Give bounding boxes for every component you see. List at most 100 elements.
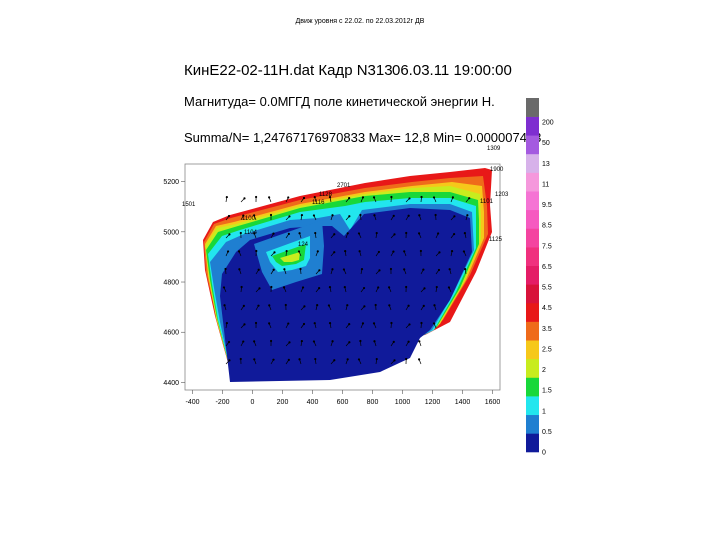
colorbar-label: 0.5 (542, 429, 552, 436)
flow-arrow (375, 286, 380, 293)
colorbar-label: 0 (542, 450, 546, 457)
flow-arrow (268, 322, 272, 329)
x-tick-label: 1000 (395, 399, 411, 406)
station-label: 1501 (182, 202, 196, 208)
flow-arrow (357, 232, 362, 239)
flow-arrow (405, 340, 410, 347)
flow-arrow (375, 250, 381, 257)
flow-arrow (405, 357, 408, 365)
flow-arrow (357, 358, 362, 365)
flow-arrow (315, 250, 319, 257)
contour-regions (203, 168, 492, 382)
field-name-label: ГГД поле кинетической энергии Н. (288, 94, 495, 109)
colorbar-label: 7.5 (542, 243, 552, 250)
colorbar-label: 2.5 (542, 346, 552, 353)
flow-arrow (420, 195, 423, 203)
colorbar-swatch (526, 284, 539, 304)
flow-arrow (345, 358, 349, 365)
colorbar-swatch (526, 340, 539, 360)
flow-arrows (222, 195, 471, 365)
flow-arrow (435, 285, 438, 293)
flow-arrow (285, 341, 291, 347)
flow-arrow (463, 232, 467, 239)
station-label: 2701 (337, 183, 351, 189)
flow-arrow (268, 196, 272, 203)
colorbar-label: 6.5 (542, 264, 552, 271)
flow-arrow (255, 249, 258, 257)
flow-arrow (418, 214, 422, 221)
flow-arrow (240, 285, 243, 293)
flow-arrow (300, 286, 305, 293)
flow-arrow (360, 286, 366, 293)
flow-arrow (330, 233, 336, 239)
flow-arrow (269, 213, 273, 221)
flow-arrow (405, 214, 410, 221)
flow-arrow (375, 231, 378, 239)
flow-arrow (432, 196, 437, 203)
colorbar-swatch (526, 153, 539, 173)
colorbar-label: 5.5 (542, 285, 552, 292)
station-label: 1309 (487, 146, 501, 152)
flow-arrow (282, 286, 287, 293)
y-tick-label: 4600 (163, 330, 179, 337)
x-tick-label: 1200 (425, 399, 441, 406)
flow-arrow (435, 268, 441, 275)
flow-arrow (390, 195, 393, 203)
station-label: 1203 (495, 192, 509, 198)
flow-arrow (312, 340, 317, 347)
flow-arrow (315, 287, 321, 293)
colorbar-swatch (526, 98, 539, 117)
flow-arrow (343, 286, 347, 293)
flow-arrow (313, 322, 317, 329)
flow-arrow (360, 305, 366, 311)
contour-inner-yellow (280, 252, 300, 262)
colorbar-swatch (526, 116, 539, 136)
colorbar-label: 11 (542, 181, 549, 188)
flow-arrow (419, 249, 422, 257)
flow-arrow (270, 358, 275, 365)
station-label: 124 (298, 242, 309, 248)
flow-arrow (297, 250, 302, 257)
file-name-label: КинЕ22-02-11Н.dat Кадр N313 (184, 62, 393, 79)
flow-arrow (225, 233, 231, 239)
x-tick-label: -400 (185, 399, 199, 406)
flow-arrow (222, 286, 227, 293)
flow-arrow (390, 250, 395, 257)
flow-arrow (255, 287, 261, 293)
flow-arrow (284, 303, 287, 311)
flow-arrow (390, 321, 393, 329)
x-tick-label: 1400 (455, 399, 471, 406)
colorbar-label: 50 (542, 140, 550, 147)
flow-arrow (432, 322, 437, 329)
flow-arrow (405, 197, 411, 203)
flow-arrow (330, 359, 336, 365)
colorbar-label: 1.5 (542, 388, 552, 395)
colorbar: 0 0.5 1 1.5 2 2.5 3.5 4.5 5.5 6.5 7.5 8.5 9.5 11 13 50 2… (526, 98, 554, 457)
summary-label: Summa/N= 1,24767176970833 Max= 12,8 Min=… (184, 130, 542, 145)
flow-arrow (360, 196, 365, 203)
flow-arrow (420, 321, 423, 329)
flow-arrow (328, 286, 332, 293)
flow-arrow (300, 213, 304, 221)
colorbar-swatch (526, 414, 539, 434)
flow-arrow (330, 268, 334, 275)
flow-arrow (270, 268, 275, 275)
flow-arrow (462, 250, 467, 257)
flow-arrow (253, 358, 257, 365)
flow-arrow (465, 197, 471, 203)
flow-arrow (465, 214, 469, 221)
flow-arrow (225, 321, 228, 329)
flow-arrow (253, 214, 257, 221)
flow-arrow (313, 196, 317, 203)
flow-arrow (450, 250, 454, 257)
colorbar-label: 13 (542, 161, 550, 168)
flow-arrow (447, 286, 452, 293)
x-tick-label: 800 (367, 399, 379, 406)
flow-arrow (253, 232, 257, 239)
flow-arrow (464, 267, 467, 275)
flow-arrow (345, 341, 351, 347)
colorbar-label: 8.5 (542, 223, 552, 230)
flow-arrow (358, 250, 362, 257)
